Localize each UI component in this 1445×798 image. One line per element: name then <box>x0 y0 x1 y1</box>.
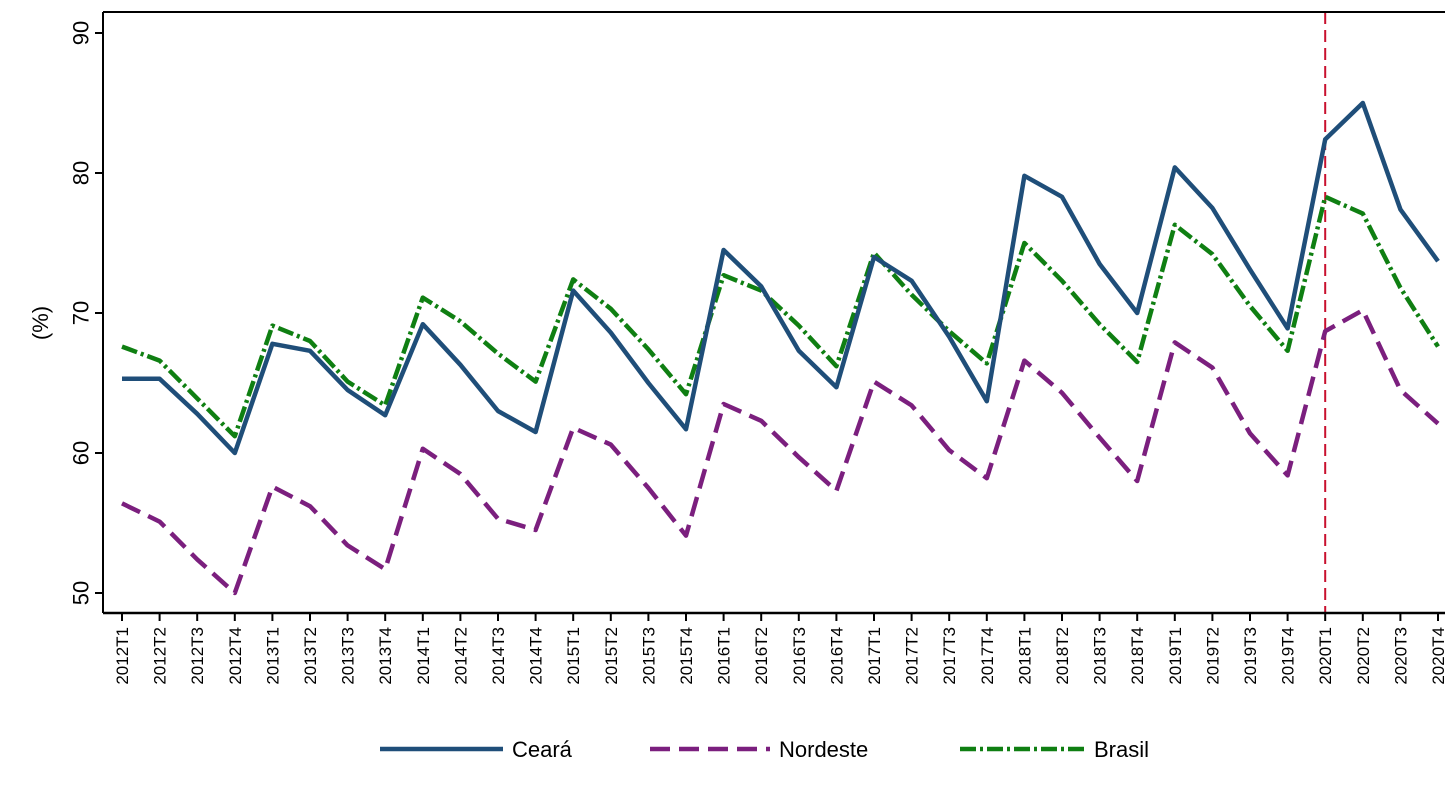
x-tick-label: 2020T4 <box>1429 627 1445 685</box>
x-tick-label: 2018T1 <box>1015 627 1034 685</box>
x-tick-label: 2017T2 <box>903 627 922 685</box>
x-tick-label: 2018T3 <box>1091 627 1110 685</box>
legend-label: Ceará <box>512 737 573 762</box>
x-tick-label: 2014T2 <box>451 627 470 685</box>
x-tick-label: 2018T2 <box>1053 627 1072 685</box>
x-tick-label: 2012T4 <box>226 627 245 685</box>
x-tick-label: 2016T1 <box>715 627 734 685</box>
legend-label: Nordeste <box>779 737 868 762</box>
x-tick-label: 2019T1 <box>1166 627 1185 685</box>
series-line-ceara <box>122 103 1438 453</box>
x-tick-label: 2016T2 <box>752 627 771 685</box>
x-tick-label: 2017T4 <box>978 627 997 685</box>
x-tick-label: 2015T2 <box>602 627 621 685</box>
x-tick-label: 2017T3 <box>940 627 959 685</box>
x-tick-label: 2019T3 <box>1241 627 1260 685</box>
y-tick-label: 70 <box>69 301 94 325</box>
y-tick-label: 90 <box>69 21 94 45</box>
x-tick-label: 2013T3 <box>339 627 358 685</box>
y-tick-label: 60 <box>69 441 94 465</box>
x-tick-label: 2015T1 <box>564 627 583 685</box>
x-tick-label: 2016T4 <box>827 627 846 685</box>
x-tick-label: 2014T4 <box>527 627 546 685</box>
x-tick-label: 2012T2 <box>151 627 170 685</box>
y-tick-label: 50 <box>69 581 94 605</box>
x-tick-label: 2015T3 <box>639 627 658 685</box>
x-tick-label: 2012T3 <box>188 627 207 685</box>
x-tick-label: 2019T2 <box>1203 627 1222 685</box>
x-tick-label: 2013T2 <box>301 627 320 685</box>
x-tick-label: 2015T4 <box>677 627 696 685</box>
x-tick-label: 2020T3 <box>1391 627 1410 685</box>
x-tick-label: 2020T1 <box>1316 627 1335 685</box>
x-tick-label: 2014T3 <box>489 627 508 685</box>
x-tick-label: 2017T1 <box>865 627 884 685</box>
x-tick-label: 2013T1 <box>263 627 282 685</box>
x-tick-label: 2016T3 <box>790 627 809 685</box>
x-tick-label: 2014T1 <box>414 627 433 685</box>
y-axis-title: (%) <box>28 306 53 340</box>
x-tick-label: 2018T4 <box>1128 627 1147 685</box>
x-tick-label: 2012T1 <box>113 627 132 685</box>
x-tick-label: 2019T4 <box>1279 627 1298 685</box>
legend-label: Brasil <box>1094 737 1149 762</box>
x-tick-label: 2013T4 <box>376 627 395 685</box>
x-tick-label: 2020T2 <box>1354 627 1373 685</box>
y-tick-label: 80 <box>69 161 94 185</box>
